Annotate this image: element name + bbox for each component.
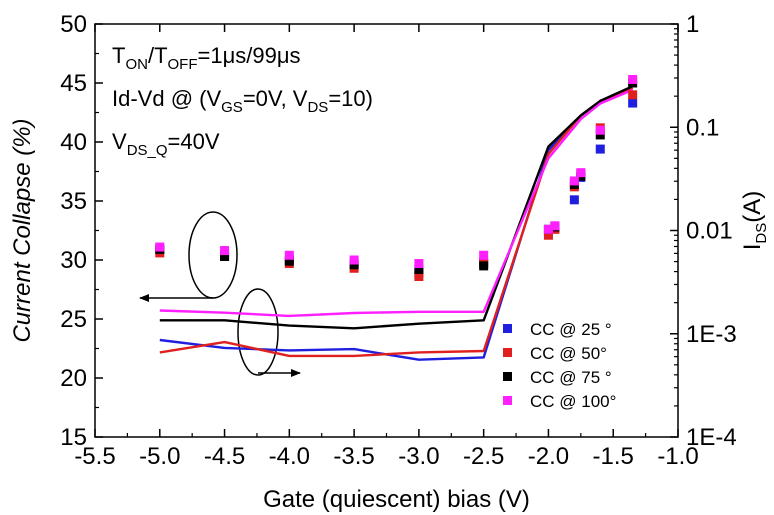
y-right-tick-label: 1E-3 <box>686 321 737 348</box>
collapse-point <box>349 260 359 270</box>
axes: -5.5 -5.0 -4.5 -4.0 -3.5 -3.0 -2.5 -2.0 -1.5 -1.0… <box>9 11 770 513</box>
collapse-point <box>595 130 605 140</box>
legend-swatch <box>503 372 512 381</box>
x-tick-label: -3.0 <box>398 443 439 470</box>
collapse-point <box>220 251 230 261</box>
oval-left-indicator <box>188 211 238 299</box>
collapse-point <box>628 90 638 100</box>
legend-label: CC @ 100° <box>530 392 616 411</box>
legend-label: CC @ 25 ° <box>530 320 612 339</box>
y-left-tick-label: 50 <box>60 11 87 38</box>
legend-label: CC @ 75 ° <box>530 368 612 387</box>
y-left-tick-label: 15 <box>60 424 87 451</box>
y-left-tick-label: 30 <box>60 247 87 274</box>
annotation-line: TON/TOFF=1μs/99μs <box>112 43 301 73</box>
legend-swatch <box>503 324 512 333</box>
collapse-point <box>569 195 579 205</box>
y-left-tick-label: 35 <box>60 188 87 215</box>
annotation-block: TON/TOFF=1μs/99μs Id-Vd @ (VGS=0V, VDS=10… <box>112 43 373 159</box>
y-right-axis-title: IDS(A) <box>739 191 770 251</box>
annotation-line: Id-Vd @ (VGS=0V, VDS=10) <box>112 86 373 116</box>
collapse-point <box>284 256 294 266</box>
y-left-tick-label: 40 <box>60 129 87 156</box>
y-left-tick-label: 45 <box>60 70 87 97</box>
y-left-tick-label: 20 <box>60 365 87 392</box>
axis-indicator-ovals <box>139 211 301 377</box>
ids-line <box>159 85 634 330</box>
y-left-tick-label: 25 <box>60 306 87 333</box>
collapse-point <box>479 261 489 271</box>
legend: CC @ 25 ° CC @ 50° CC @ 75 ° CC @ 100° <box>503 320 616 411</box>
x-tick-label: -4.0 <box>269 443 310 470</box>
collapse-point <box>155 242 165 252</box>
collapse-point <box>595 144 605 154</box>
legend-label: CC @ 50° <box>530 344 607 363</box>
y-left-axis-title: Current Collapse (%) <box>9 118 36 342</box>
collapse-point <box>543 230 553 240</box>
y-right-tick-label: 1E-4 <box>686 424 737 451</box>
collapse-point <box>543 224 553 234</box>
legend-swatch <box>503 396 512 405</box>
x-tick-label: -4.5 <box>204 443 245 470</box>
collapse-point <box>220 246 230 256</box>
x-tick-label: -2.0 <box>528 443 569 470</box>
x-tick-label: -5.5 <box>74 443 115 470</box>
ids-line <box>159 88 634 318</box>
collapse-point <box>595 125 605 135</box>
collapse-point <box>284 250 294 260</box>
collapse-point <box>576 168 586 178</box>
legend-swatch <box>503 348 512 357</box>
collapse-point <box>479 250 489 260</box>
collapse-point <box>569 176 579 186</box>
x-axis-title: Gate (quiescent) bias (V) <box>263 486 530 513</box>
collapse-markers <box>155 74 638 282</box>
ids-line <box>159 86 634 361</box>
x-tick-label: -5.0 <box>139 443 180 470</box>
x-tick-label: -2.5 <box>463 443 504 470</box>
x-tick-label: -3.5 <box>333 443 374 470</box>
collapse-point <box>349 255 359 265</box>
collapse-point <box>550 221 560 231</box>
collapse-point <box>414 272 424 282</box>
collapse-point <box>414 259 424 269</box>
collapse-point <box>628 74 638 84</box>
annotation-line: VDS_Q=40V <box>112 129 220 159</box>
ids-line <box>159 86 634 358</box>
oval-right-indicator <box>237 288 279 376</box>
y-right-tick-label: 0.1 <box>686 114 719 141</box>
y-right-tick-label: 1 <box>686 11 699 38</box>
x-tick-label: -1.5 <box>593 443 634 470</box>
x-tick-label: -1.0 <box>657 443 698 470</box>
y-right-tick-label: 0.01 <box>686 218 733 245</box>
collapse-point <box>414 264 424 274</box>
collapse-point <box>628 98 638 108</box>
ids-curves <box>159 85 634 361</box>
